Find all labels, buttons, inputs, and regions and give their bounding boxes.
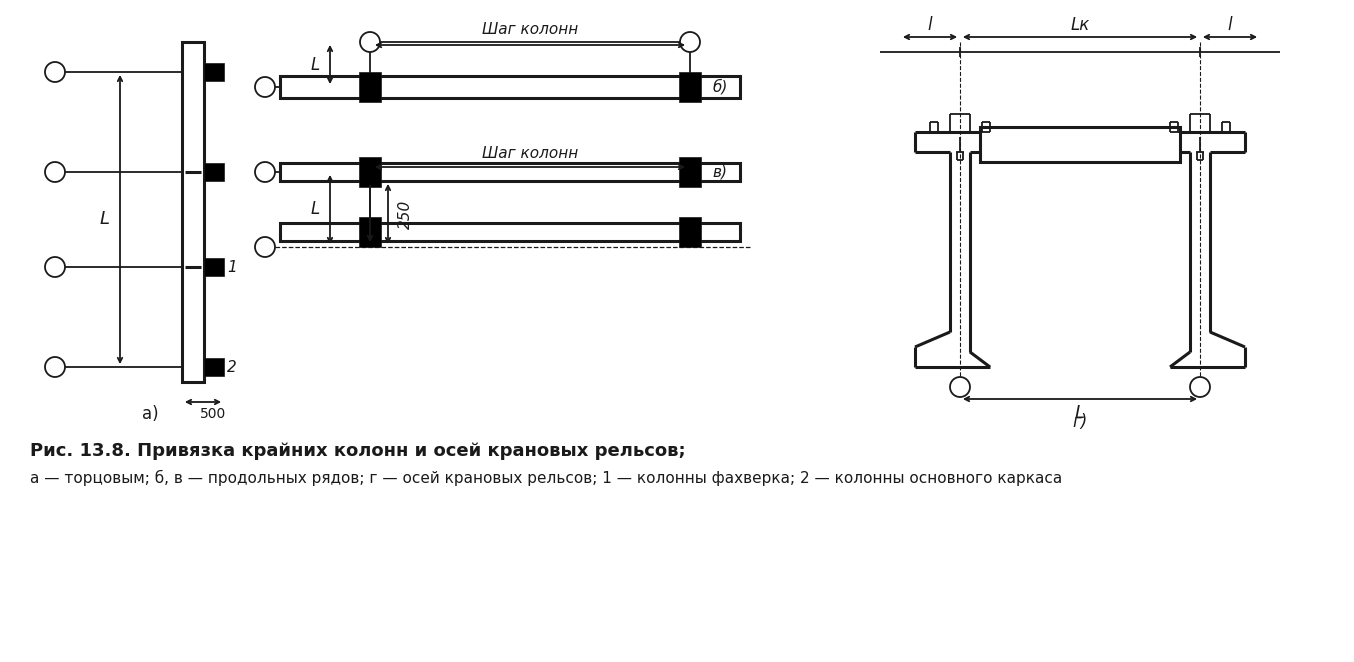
Text: Шаг колонн: Шаг колонн xyxy=(482,146,578,162)
Circle shape xyxy=(255,162,275,182)
Text: L: L xyxy=(1075,404,1085,422)
Text: Шаг колонн: Шаг колонн xyxy=(482,23,578,38)
Text: 2: 2 xyxy=(227,359,237,375)
Bar xyxy=(359,217,380,247)
Circle shape xyxy=(45,257,65,277)
Circle shape xyxy=(360,32,380,52)
Bar xyxy=(204,258,223,276)
Text: в): в) xyxy=(712,164,727,179)
Circle shape xyxy=(951,377,969,397)
Bar xyxy=(204,163,223,181)
Bar xyxy=(181,42,204,382)
Bar xyxy=(678,217,701,247)
Bar xyxy=(280,223,741,241)
Bar xyxy=(359,157,380,187)
Text: Lк: Lк xyxy=(1071,16,1090,34)
Bar xyxy=(280,76,741,98)
Circle shape xyxy=(45,162,65,182)
Circle shape xyxy=(45,62,65,82)
Text: 1: 1 xyxy=(227,260,237,275)
Bar xyxy=(204,63,223,81)
Text: L: L xyxy=(310,56,320,73)
Text: l: l xyxy=(1228,16,1232,34)
Text: 500: 500 xyxy=(200,407,226,421)
Circle shape xyxy=(255,237,275,257)
Text: Рис. 13.8. Привязка крайних колонн и осей крановых рельсов;: Рис. 13.8. Привязка крайних колонн и осе… xyxy=(30,442,685,460)
Text: L: L xyxy=(310,201,320,218)
Circle shape xyxy=(680,32,700,52)
Bar xyxy=(678,72,701,102)
Bar xyxy=(359,72,380,102)
Text: L: L xyxy=(100,211,110,228)
Bar xyxy=(280,163,741,181)
Text: 250: 250 xyxy=(398,199,413,228)
Bar xyxy=(678,157,701,187)
Circle shape xyxy=(1190,377,1210,397)
Text: б): б) xyxy=(712,79,727,95)
Circle shape xyxy=(45,357,65,377)
Circle shape xyxy=(255,77,275,97)
Bar xyxy=(980,127,1179,162)
Text: а — торцовым; б, в — продольных рядов; г — осей крановых рельсов; 1 — колонны фа: а — торцовым; б, в — продольных рядов; г… xyxy=(30,470,1063,486)
Text: г): г) xyxy=(1072,413,1087,431)
Text: l: l xyxy=(927,16,933,34)
Bar xyxy=(204,358,223,376)
Text: а): а) xyxy=(142,405,158,423)
